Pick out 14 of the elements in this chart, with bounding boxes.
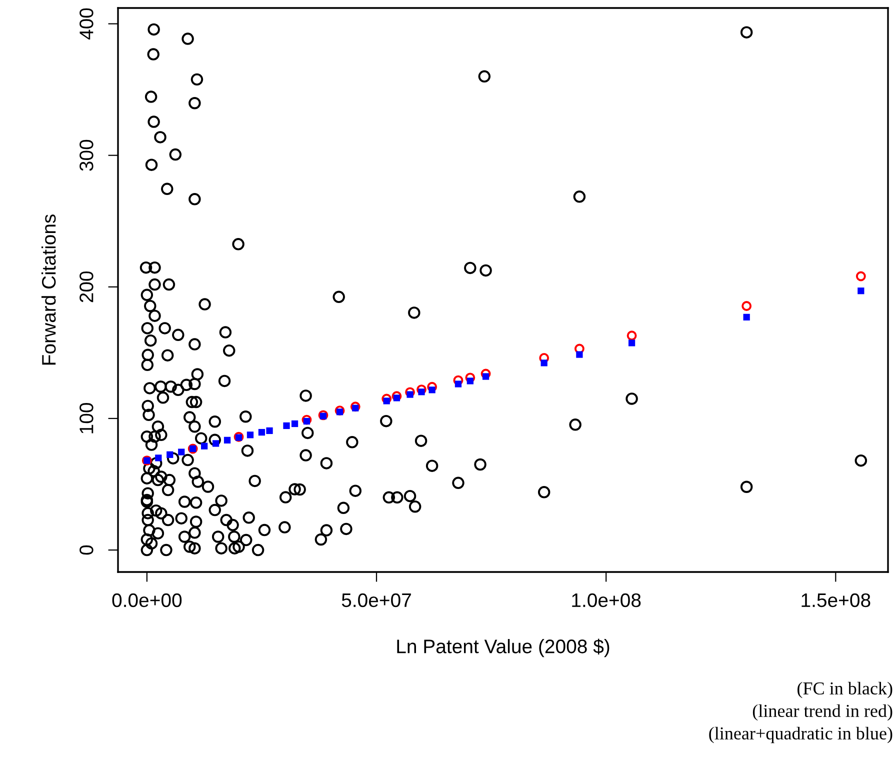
y-tick-label: 200 — [80, 271, 94, 302]
y-tick-label: 300 — [80, 140, 94, 171]
x-tick-label: 0.0e+00 — [112, 593, 182, 608]
y-tick-label: 0 — [80, 545, 94, 555]
y-tick-label: 100 — [80, 403, 94, 434]
x-axis-title: Ln Patent Value (2008 $) — [397, 638, 610, 658]
x-tick-label: 1.5e+08 — [802, 593, 870, 608]
y-tick-label: 400 — [80, 8, 94, 40]
x-tick-label: 5.0e+07 — [342, 593, 411, 608]
text: (linear trend in red) — [752, 704, 892, 721]
x-tick-label: 1.0e+08 — [572, 593, 641, 608]
y-axis-title: Forward Citations — [41, 214, 56, 365]
text: (linear+quadratic in blue) — [709, 726, 892, 744]
text: (FC in black) — [798, 682, 892, 698]
